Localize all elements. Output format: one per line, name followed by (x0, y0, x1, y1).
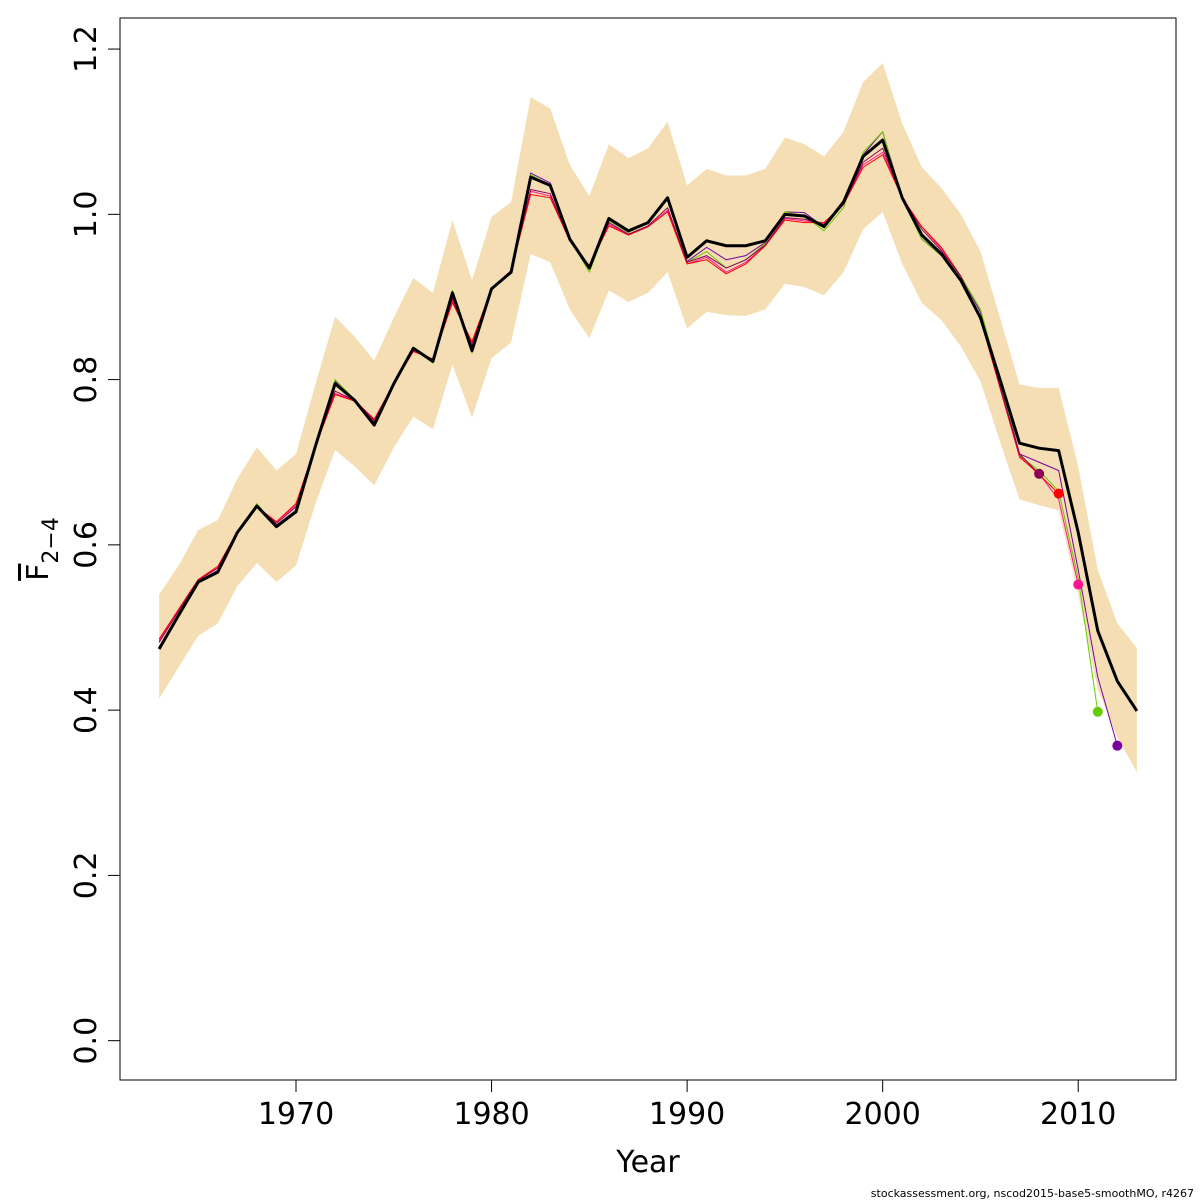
x-tick-label: 1980 (453, 1097, 529, 1132)
end-point (1092, 706, 1103, 717)
end-point (1112, 740, 1123, 751)
plot-area (157, 63, 1139, 773)
x-tick-label: 1990 (649, 1097, 725, 1132)
y-tick-label: 0.6 (69, 521, 104, 569)
y-tick-label: 0.0 (69, 1017, 104, 1065)
y-tick-label: 0.8 (69, 356, 104, 404)
y-tick-label: 1.2 (69, 25, 104, 73)
x-tick-label: 2010 (1040, 1097, 1116, 1132)
y-tick-label: 0.2 (69, 852, 104, 900)
y-axis-label-subscript: 2−4 (39, 517, 64, 563)
x-tick-label: 1970 (258, 1097, 334, 1132)
end-point (1073, 579, 1084, 590)
y-tick-label: 1.0 (69, 190, 104, 238)
end-point (1034, 468, 1045, 479)
end-point (1053, 488, 1064, 499)
y-axis-label-main: F (21, 564, 56, 581)
confidence-band (159, 63, 1137, 773)
series-line (157, 138, 1139, 712)
y-tick-label: 0.4 (69, 686, 104, 734)
footnote: stockassessment.org, nscod2015-base5-smo… (871, 1187, 1194, 1200)
y-axis-label: F2−4 (21, 517, 64, 581)
x-axis-label: Year (615, 1145, 680, 1180)
x-tick-label: 2000 (844, 1097, 920, 1132)
